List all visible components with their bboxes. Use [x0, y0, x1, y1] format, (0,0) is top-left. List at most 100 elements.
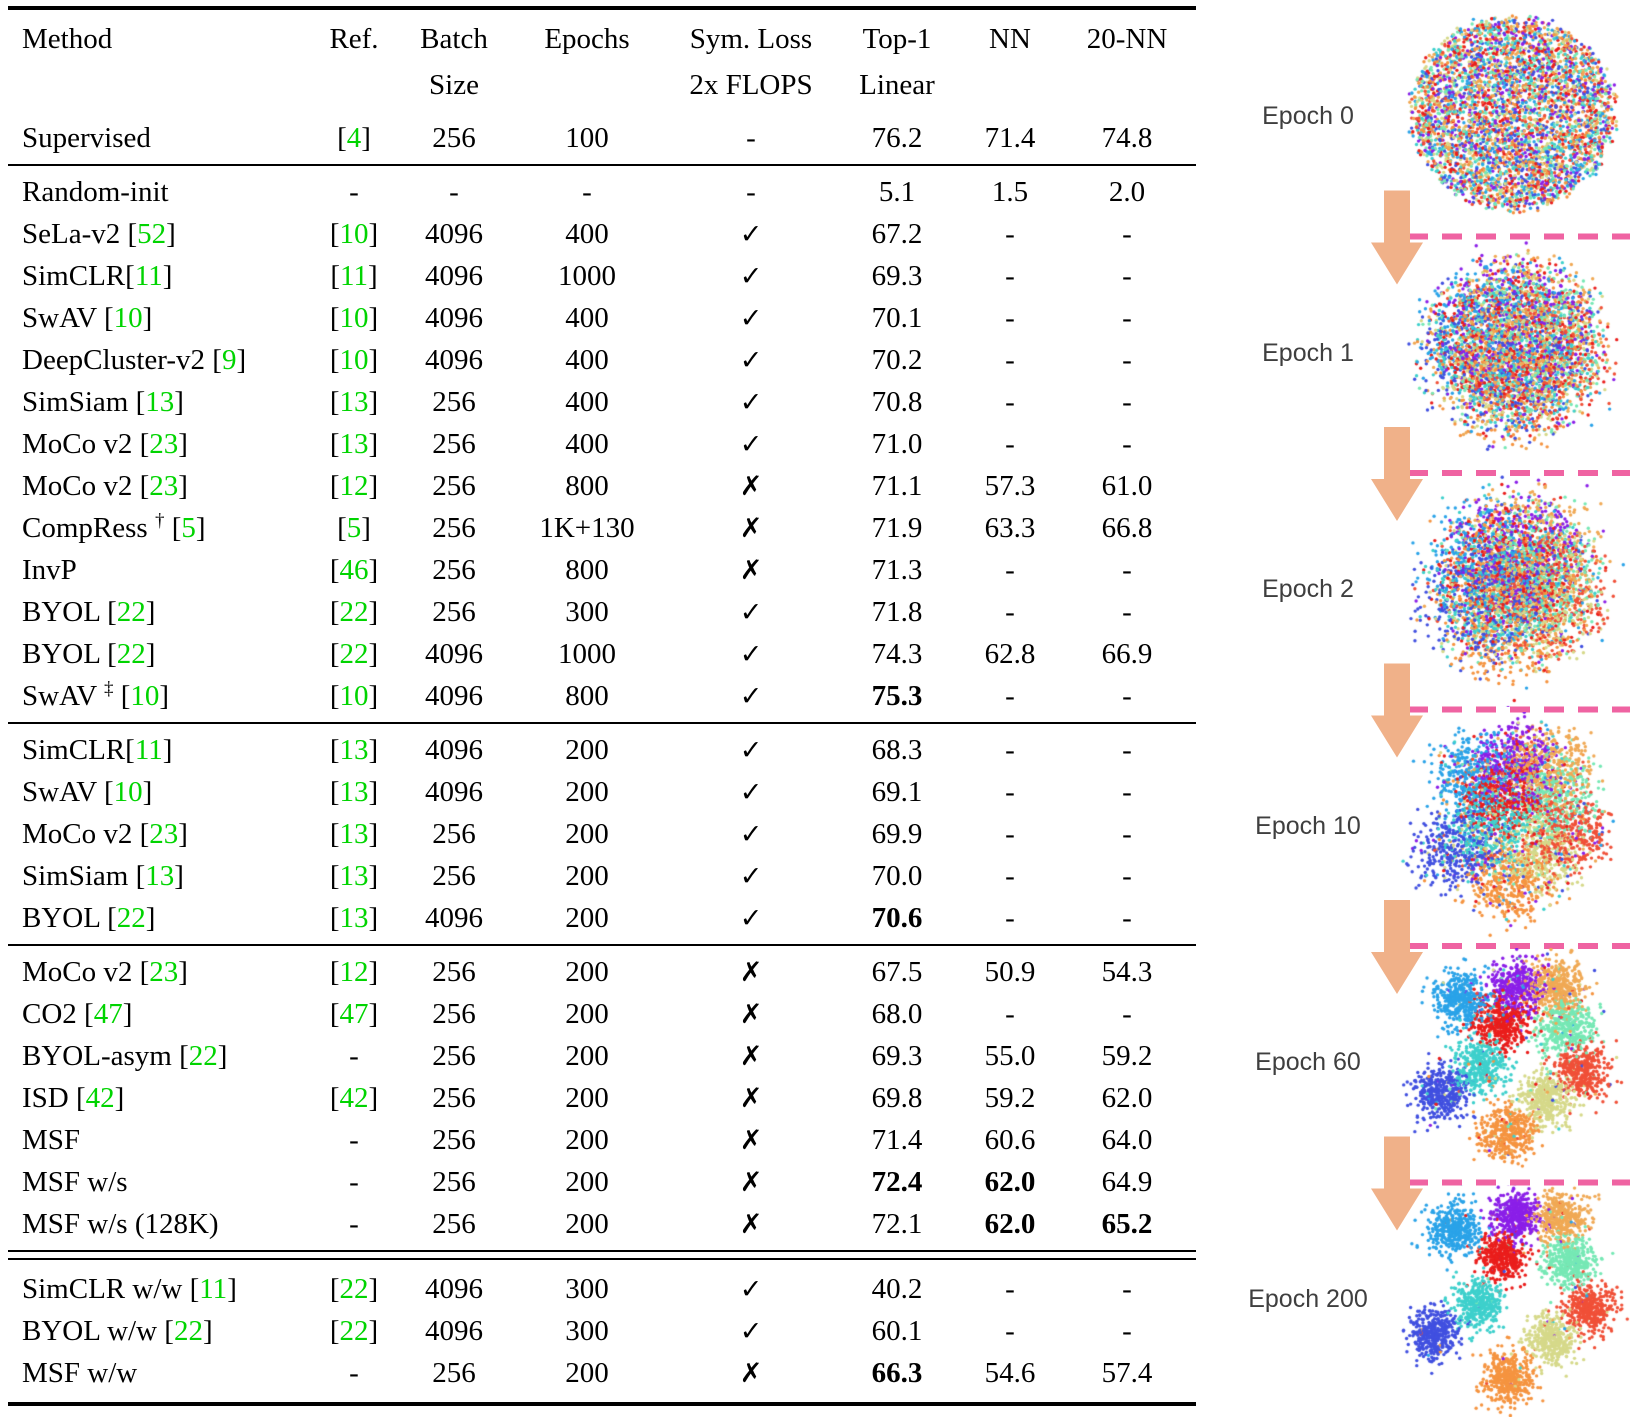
table-row: MSF w/s (128K) - 256 200 ✗ 72.1 62.0 65.2	[8, 1203, 1196, 1245]
cell-epochs: 400	[565, 386, 609, 418]
check-icon: ✓	[739, 861, 763, 892]
check-icon: ✓	[739, 639, 763, 670]
cell-nn: 60.6	[984, 1124, 1036, 1156]
column-header-sym-loss: Sym. Loss 2x FLOPS	[666, 16, 836, 108]
cell-nn: 55.0	[984, 1040, 1036, 1072]
cell-sym-loss: ✓	[666, 675, 836, 718]
cell-ref: [47]	[329, 998, 379, 1030]
cell-sym-loss: ✓	[666, 897, 836, 940]
cell-top1: 69.3	[871, 1040, 923, 1072]
cell-ref: -	[349, 1208, 359, 1240]
check-icon: ✓	[739, 261, 763, 292]
cell-sym-loss: ✗	[666, 993, 836, 1036]
citation-number: 22	[116, 638, 146, 670]
column-header-nn: NN	[958, 16, 1062, 108]
citation-number: 13	[339, 902, 369, 934]
cell-ref: [42]	[329, 1082, 379, 1114]
cross-icon: ✗	[739, 1167, 763, 1198]
cross-icon: ✗	[739, 1125, 763, 1156]
cell-20nn: -	[1122, 260, 1132, 292]
cell-nn: -	[1005, 998, 1015, 1030]
cell-20nn: -	[1122, 1315, 1132, 1347]
cell-ref: [4]	[337, 122, 371, 154]
cell-top1: 70.6	[871, 902, 923, 934]
table-row: InvP [46] 256 800 ✗ 71.3 - -	[8, 549, 1196, 591]
cell-epochs: 200	[565, 1208, 609, 1240]
cell-method: MoCo v2 [23]	[22, 818, 188, 850]
cell-method: MoCo v2 [23]	[22, 956, 188, 988]
cell-ref: -	[349, 1357, 359, 1389]
epoch-label: Epoch 60	[1255, 1048, 1361, 1077]
cell-sym-loss: ✗	[666, 507, 836, 550]
citation-number: 13	[339, 860, 369, 892]
tsne-scatter-epoch-2	[1392, 475, 1634, 707]
table-row: SimCLR[11] [11] 4096 1000 ✓ 69.3 - -	[8, 255, 1196, 297]
check-icon: ✓	[739, 735, 763, 766]
cell-sym-loss: ✗	[666, 1203, 836, 1246]
column-label-line2: Linear	[859, 69, 935, 101]
citation-number: 11	[340, 260, 368, 292]
check-icon: ✓	[739, 345, 763, 376]
citation-number: 22	[339, 1315, 369, 1347]
cell-ref: [22]	[329, 638, 379, 670]
cell-nn: 62.0	[984, 1208, 1036, 1240]
cell-batch-size: 256	[432, 818, 476, 850]
cell-batch-size: 256	[432, 122, 476, 154]
cell-20nn: -	[1122, 344, 1132, 376]
cell-20nn: -	[1122, 860, 1132, 892]
citation-number: 9	[221, 344, 237, 376]
cell-method: BYOL [22]	[22, 638, 156, 670]
table-row: SimCLR[11] [13] 4096 200 ✓ 68.3 - -	[8, 729, 1196, 771]
cell-nn: 50.9	[984, 956, 1036, 988]
column-label: Method	[22, 23, 113, 55]
cell-ref: [12]	[329, 956, 379, 988]
cell-20nn: 66.8	[1101, 512, 1153, 544]
cell-nn: -	[1005, 1273, 1015, 1305]
column-header-20nn: 20-NN	[1062, 16, 1192, 108]
table-row: SwAV ‡ [10] [10] 4096 800 ✓ 75.3 - -	[8, 675, 1196, 717]
citation-number: 22	[116, 902, 146, 934]
cell-epochs: 200	[565, 902, 609, 934]
cell-batch-size: 4096	[425, 218, 483, 250]
table-row: MSF - 256 200 ✗ 71.4 60.6 64.0	[8, 1119, 1196, 1161]
epoch-label: Epoch 200	[1248, 1284, 1368, 1313]
cell-20nn: -	[1122, 302, 1132, 334]
epoch-label: Epoch 1	[1262, 338, 1354, 367]
cell-epochs: 400	[565, 218, 609, 250]
cell-nn: -	[1005, 218, 1015, 250]
cell-top1: 66.3	[871, 1357, 923, 1389]
citation-number: 22	[339, 596, 369, 628]
cell-ref: [10]	[329, 218, 379, 250]
cross-icon: ✗	[739, 1083, 763, 1114]
citation-number: 22	[188, 1040, 218, 1072]
table-row: MSF w/s - 256 200 ✗ 72.4 62.0 64.9	[8, 1161, 1196, 1203]
citation-number: 13	[339, 428, 369, 460]
check-icon: ✓	[739, 903, 763, 934]
cell-20nn: 61.0	[1101, 470, 1153, 502]
table-top-rule	[8, 6, 1196, 10]
cell-ref: [22]	[329, 1273, 379, 1305]
cell-top1: 70.1	[871, 302, 923, 334]
cell-batch-size: 256	[432, 956, 476, 988]
citation-number: 42	[339, 1082, 369, 1114]
cell-20nn: -	[1122, 818, 1132, 850]
table-row: MoCo v2 [23] [13] 256 200 ✓ 69.9 - -	[8, 813, 1196, 855]
cell-nn: -	[1005, 680, 1015, 712]
cell-batch-size: 256	[432, 1124, 476, 1156]
epoch-label: Epoch 2	[1262, 575, 1354, 604]
table-rule	[8, 164, 1196, 166]
citation-number: 11	[134, 260, 163, 292]
citation-number: 11	[199, 1273, 228, 1305]
table-section: Random-init - - - - 5.1 1.5 2.0 SeLa-v2 [52] [10]…	[8, 166, 1196, 722]
cell-nn: 62.8	[984, 638, 1036, 670]
cell-sym-loss: ✗	[666, 1077, 836, 1120]
cell-batch-size: 4096	[425, 734, 483, 766]
cross-icon: ✗	[739, 555, 763, 586]
check-icon: ✓	[739, 777, 763, 808]
cell-method: SwAV [10]	[22, 302, 153, 334]
cell-nn: 1.5	[991, 176, 1029, 208]
cell-epochs: 200	[565, 1040, 609, 1072]
check-icon: ✓	[739, 819, 763, 850]
cell-batch-size: 256	[432, 470, 476, 502]
cell-top1: 71.3	[871, 554, 923, 586]
